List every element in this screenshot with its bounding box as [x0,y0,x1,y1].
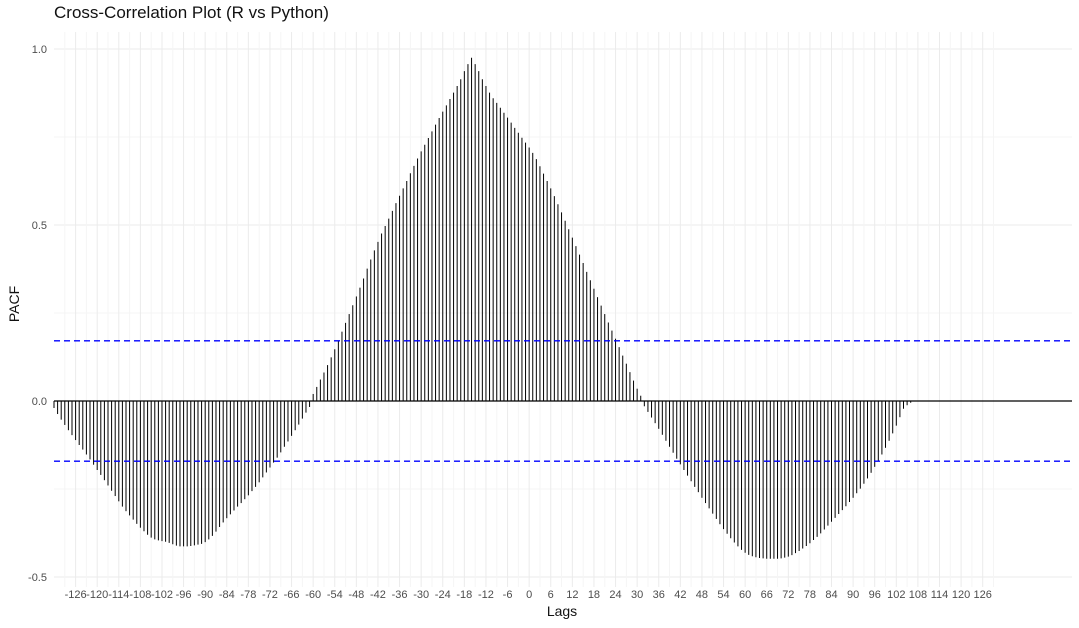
x-tick-label: -12 [478,589,494,601]
x-tick-label: 120 [952,589,970,601]
x-tick-label: -84 [219,589,235,601]
y-tick-labels: -0.5 0.0 0.5 1.0 [28,44,47,584]
y-tick-label: 1.0 [32,44,47,56]
x-tick-label: -30 [413,589,429,601]
x-tick-label: 12 [566,589,578,601]
x-tick-label: -6 [503,589,513,601]
x-tick-label: -78 [240,589,256,601]
x-tick-label: 6 [548,589,554,601]
bars [53,57,912,559]
x-tick-label: -102 [151,589,173,601]
x-tick-label: -126 [65,589,87,601]
x-tick-label: -114 [108,589,129,601]
x-tick-label: -72 [262,589,278,601]
x-tick-label: 102 [887,589,905,601]
x-tick-label: -108 [129,589,151,601]
x-tick-label: -96 [176,589,192,601]
x-tick-label: -60 [305,589,321,601]
x-tick-label: -66 [284,589,300,601]
x-tick-label: 0 [526,589,532,601]
x-tick-label: 24 [609,589,621,601]
x-tick-label: -54 [327,589,343,601]
x-tick-label: 60 [739,589,751,601]
x-tick-label: 36 [653,589,665,601]
x-tick-label: 48 [696,589,708,601]
x-tick-label: 72 [782,589,794,601]
gridlines [54,32,1072,587]
x-tick-label: 42 [674,589,686,601]
x-tick-label: 90 [847,589,859,601]
x-tick-label: 126 [974,589,992,601]
x-tick-label: -24 [435,589,451,601]
y-tick-label: 0.0 [32,396,47,408]
x-tick-label: 78 [804,589,816,601]
x-tick-label: 18 [588,589,600,601]
x-tick-label: -36 [392,589,408,601]
x-tick-label: 108 [909,589,927,601]
x-tick-label: 54 [717,589,729,601]
x-tick-label: 66 [761,589,773,601]
x-tick-label: -42 [370,589,386,601]
x-tick-label: 30 [631,589,643,601]
y-tick-label: -0.5 [28,572,47,584]
chart-title: Cross-Correlation Plot (R vs Python) [54,3,329,22]
x-tick-label: -120 [86,589,108,601]
x-tick-label: 96 [869,589,881,601]
x-tick-label: -90 [197,589,213,601]
y-tick-label: 0.5 [32,220,47,232]
x-tick-label: 84 [825,589,837,601]
x-tick-label: -18 [456,589,472,601]
x-axis-title: Lags [546,603,578,619]
x-tick-label: -48 [348,589,364,601]
x-tick-labels: -126 -120 -114 -108 -102 -96 -90 -84 -78 -72 -66 -6… [65,589,992,601]
x-tick-label: 114 [931,589,949,601]
